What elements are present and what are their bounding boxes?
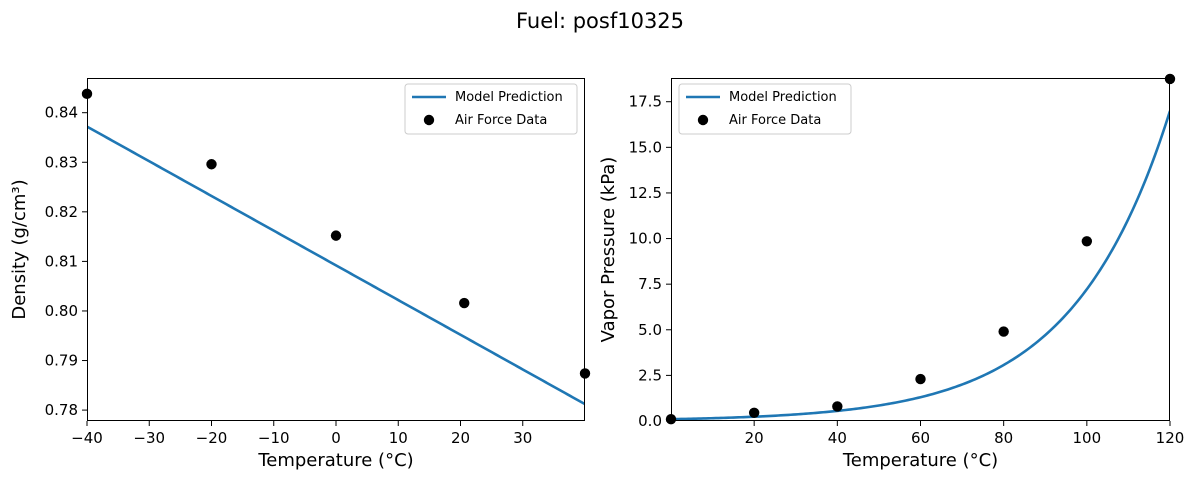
density-axis-ticks: −40 −30 −20 −10 0 10 20 30 0.78 0.79 0.80 0.81 0.82 0… [45, 104, 533, 447]
vapor-pressure-axis-ticks: 20 40 60 80 100 120 0.0 2.5 5.0 7.5 10.0 12.5 15.0 17… [629, 93, 1185, 447]
vapor-pressure-legend: Model Prediction Air Force Data [678, 83, 852, 135]
vapor-pressure-y-tick-label: 17.5 [629, 93, 662, 111]
vapor-pressure-x-tick-label: 20 [745, 429, 764, 447]
density-legend-entry-data: Air Force Data [455, 113, 547, 128]
density-axes-frame [87, 78, 585, 421]
density-y-tick-label: 0.82 [45, 203, 78, 221]
vapor-pressure-x-tick-label: 120 [1156, 429, 1185, 447]
vapor-pressure-y-tick-label: 0.0 [638, 412, 662, 430]
vapor-pressure-y-tick-label: 5.0 [638, 321, 662, 339]
vapor-pressure-legend-box [678, 83, 852, 135]
figure-title: Fuel: posf10325 [516, 9, 684, 33]
density-x-tick-label: 10 [389, 429, 408, 447]
density-y-axis-label: Density (g/cm³) [9, 179, 30, 319]
vapor-pressure-legend-entry-model: Model Prediction [729, 90, 837, 105]
density-legend: Model Prediction Air Force Data [404, 83, 578, 135]
density-data-point [330, 230, 342, 241]
density-plot-area [81, 78, 591, 421]
vapor-pressure-model-prediction-line [671, 110, 1170, 421]
density-y-tick-label: 0.79 [45, 352, 78, 370]
density-legend-marker-swatch [423, 114, 435, 126]
vapor-pressure-plot-area [665, 73, 1176, 425]
density-x-tick-label: 0 [331, 429, 341, 447]
density-legend-box [404, 83, 578, 135]
vapor-pressure-axes-frame [671, 78, 1170, 421]
vapor-pressure-y-tick-label: 7.5 [638, 275, 662, 293]
vapor-pressure-data-point [832, 401, 843, 412]
density-model-prediction-line [87, 125, 585, 406]
density-x-axis-label: Temperature (°C) [257, 450, 413, 471]
density-x-tick-label: −30 [133, 429, 165, 447]
vapor-pressure-data-point [998, 326, 1009, 337]
density-x-tick-label: −10 [258, 429, 290, 447]
density-data-point [206, 159, 217, 170]
density-x-tick-label: 30 [513, 429, 532, 447]
density-y-tick-label: 0.81 [45, 252, 78, 270]
vapor-pressure-y-tick-label: 15.0 [629, 138, 662, 156]
vapor-pressure-chart: 20 40 60 80 100 120 0.0 2.5 5.0 7.5 10.0 12.5 15.0 17… [598, 73, 1185, 471]
density-y-tick-label: 0.84 [45, 104, 78, 122]
density-chart: −40 −30 −20 −10 0 10 20 30 0.78 0.79 0.80 0.81 0.82 0… [9, 78, 591, 471]
vapor-pressure-y-tick-label: 2.5 [638, 366, 662, 384]
vapor-pressure-y-tick-label: 12.5 [629, 184, 662, 202]
vapor-pressure-x-tick-label: 40 [828, 429, 847, 447]
vapor-pressure-x-tick-label: 80 [994, 429, 1013, 447]
vapor-pressure-x-axis-label: Temperature (°C) [842, 450, 998, 471]
vapor-pressure-legend-marker-swatch [697, 114, 709, 126]
vapor-pressure-data-point [1081, 236, 1093, 247]
density-x-tick-label: 20 [451, 429, 470, 447]
vapor-pressure-x-tick-label: 60 [911, 429, 930, 447]
density-x-tick-label: −40 [71, 429, 103, 447]
vapor-pressure-y-tick-label: 10.0 [629, 230, 662, 248]
vapor-pressure-data-point [748, 407, 760, 418]
vapor-pressure-y-axis-label: Vapor Pressure (kPa) [598, 157, 619, 343]
vapor-pressure-x-tick-label: 100 [1073, 429, 1102, 447]
density-y-tick-label: 0.78 [45, 401, 78, 419]
vapor-pressure-data-point [915, 373, 926, 385]
density-y-tick-label: 0.80 [45, 302, 78, 320]
density-data-point [459, 297, 470, 309]
vapor-pressure-legend-entry-data: Air Force Data [729, 113, 821, 128]
density-x-tick-label: −20 [196, 429, 228, 447]
density-legend-entry-model: Model Prediction [455, 90, 563, 105]
density-y-tick-label: 0.83 [45, 153, 78, 171]
